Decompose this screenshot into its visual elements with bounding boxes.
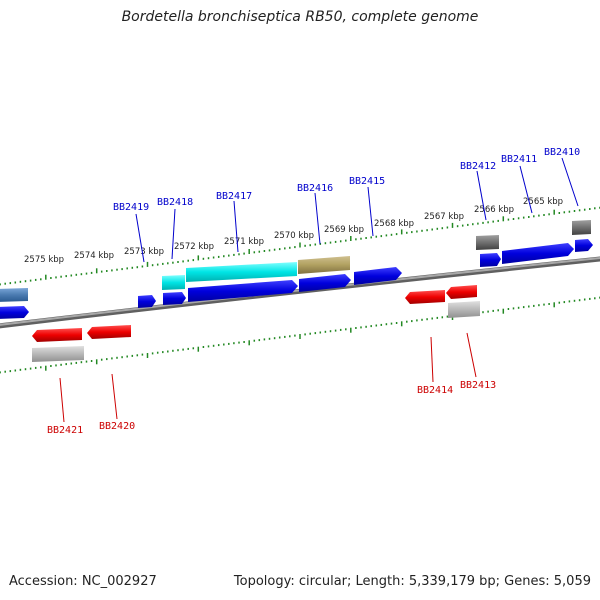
gene-feature[interactable]	[0, 306, 29, 319]
gene-label-forward[interactable]: BB2416	[297, 183, 333, 194]
gene-label-forward[interactable]: BB2417	[216, 191, 252, 202]
reverse-gene-labels: BB2421 BB2420 BB2414 BB2413	[47, 380, 496, 436]
gene-feature[interactable]	[446, 285, 477, 299]
gene-feature[interactable]	[138, 295, 156, 308]
kbp-tick-label: 2573 kbp	[124, 247, 164, 257]
kbp-tick-label: 2569 kbp	[324, 225, 364, 235]
kbp-tick-label: 2570 kbp	[274, 231, 314, 241]
kbp-tick-label: 2575 kbp	[24, 255, 64, 265]
gene-label-reverse[interactable]: BB2421	[47, 425, 83, 436]
gene-feature[interactable]	[162, 275, 185, 290]
kbp-tick-label: 2574 kbp	[74, 251, 114, 261]
forward-leader-lines	[135, 157, 579, 263]
gene-feature[interactable]	[502, 243, 574, 264]
kbp-tick-labels: 2575 kbp 2574 kbp 2573 kbp 2572 kbp 2571…	[24, 197, 563, 265]
forward-genes	[0, 220, 593, 319]
kbp-tick-label: 2571 kbp	[224, 237, 264, 247]
gene-label-forward[interactable]: BB2410	[544, 147, 580, 158]
gene-feature[interactable]	[480, 253, 501, 267]
gene-feature[interactable]	[299, 274, 351, 292]
gene-feature[interactable]	[298, 256, 350, 274]
kbp-tick-label: 2567 kbp	[424, 212, 464, 222]
lower-tick-track	[0, 296, 600, 374]
gene-label-forward[interactable]: BB2419	[113, 202, 149, 213]
gene-feature[interactable]	[188, 280, 298, 302]
kbp-tick-label: 2566 kbp	[474, 205, 514, 215]
forward-gene-labels: BB2419 BB2418 BB2417 BB2416 BB2415 BB241…	[113, 147, 580, 213]
gene-label-forward[interactable]: BB2411	[501, 154, 537, 165]
map-title: Bordetella bronchiseptica RB50, complete…	[121, 9, 479, 25]
gene-feature[interactable]	[572, 220, 591, 235]
gene-label-reverse[interactable]: BB2420	[99, 421, 135, 432]
kbp-tick-label: 2572 kbp	[174, 242, 214, 252]
accession-text: Accession: NC_002927	[9, 574, 157, 589]
upper-tick-track	[0, 206, 600, 286]
gene-feature[interactable]	[32, 328, 82, 342]
reverse-leader-lines	[59, 332, 477, 423]
gene-label-reverse[interactable]: BB2414	[417, 385, 453, 396]
gene-label-forward[interactable]: BB2415	[349, 176, 385, 187]
gene-feature[interactable]	[0, 288, 28, 302]
gene-label-forward[interactable]: BB2418	[157, 197, 193, 208]
gene-label-reverse[interactable]: BB2413	[460, 380, 496, 391]
gene-feature[interactable]	[32, 346, 84, 362]
gene-feature[interactable]	[448, 301, 480, 318]
gene-feature[interactable]	[186, 262, 297, 282]
gene-feature[interactable]	[87, 325, 131, 339]
gene-label-forward[interactable]: BB2412	[460, 161, 496, 172]
gene-feature[interactable]	[163, 292, 186, 305]
kbp-tick-label: 2565 kbp	[523, 197, 563, 207]
gene-feature[interactable]	[405, 290, 445, 304]
kbp-tick-label: 2568 kbp	[374, 219, 414, 229]
gene-feature[interactable]	[354, 267, 402, 285]
gene-feature[interactable]	[575, 239, 593, 252]
genome-meta-text: Topology: circular; Length: 5,339,179 bp…	[233, 574, 591, 589]
reverse-genes	[32, 285, 480, 362]
gene-feature[interactable]	[476, 235, 499, 250]
